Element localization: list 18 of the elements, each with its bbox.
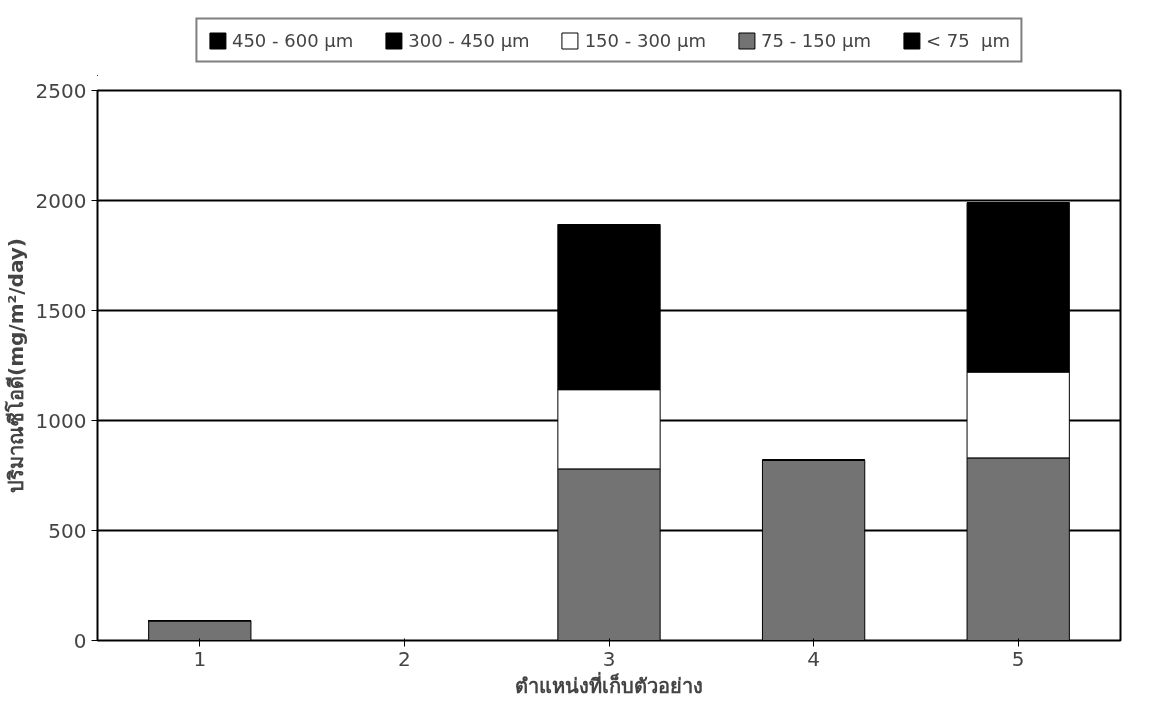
x-axis-title: ตำแหน่งที่เก็บตัวอย่าง	[515, 670, 703, 698]
x-tick-label: 5	[1011, 646, 1025, 671]
legend-label: 150 - 300 µm	[584, 29, 707, 51]
x-tick-label: 2	[398, 646, 411, 671]
y-tick-label: 2500	[35, 78, 87, 103]
x-tick-label: 4	[807, 646, 820, 671]
y-tick-label: 2000	[35, 188, 87, 213]
y-tick-label: 500	[48, 518, 87, 543]
x-tick-label: 3	[602, 646, 616, 671]
legend-label: 75 - 150 µm	[761, 29, 871, 51]
y-tick-label: 1500	[35, 298, 87, 323]
legend-label: < 75 µm	[925, 29, 1011, 51]
x-tick-label: 1	[193, 646, 207, 671]
y-tick-label: 0	[73, 628, 87, 653]
y-axis-title: ปริมาณซีโอดี(mg/m²/day)	[3, 238, 28, 493]
legend-label: 450 - 600 µm	[231, 29, 354, 51]
legend-label: 300 - 450 µm	[408, 29, 530, 51]
y-tick-label: 1000	[35, 408, 87, 433]
